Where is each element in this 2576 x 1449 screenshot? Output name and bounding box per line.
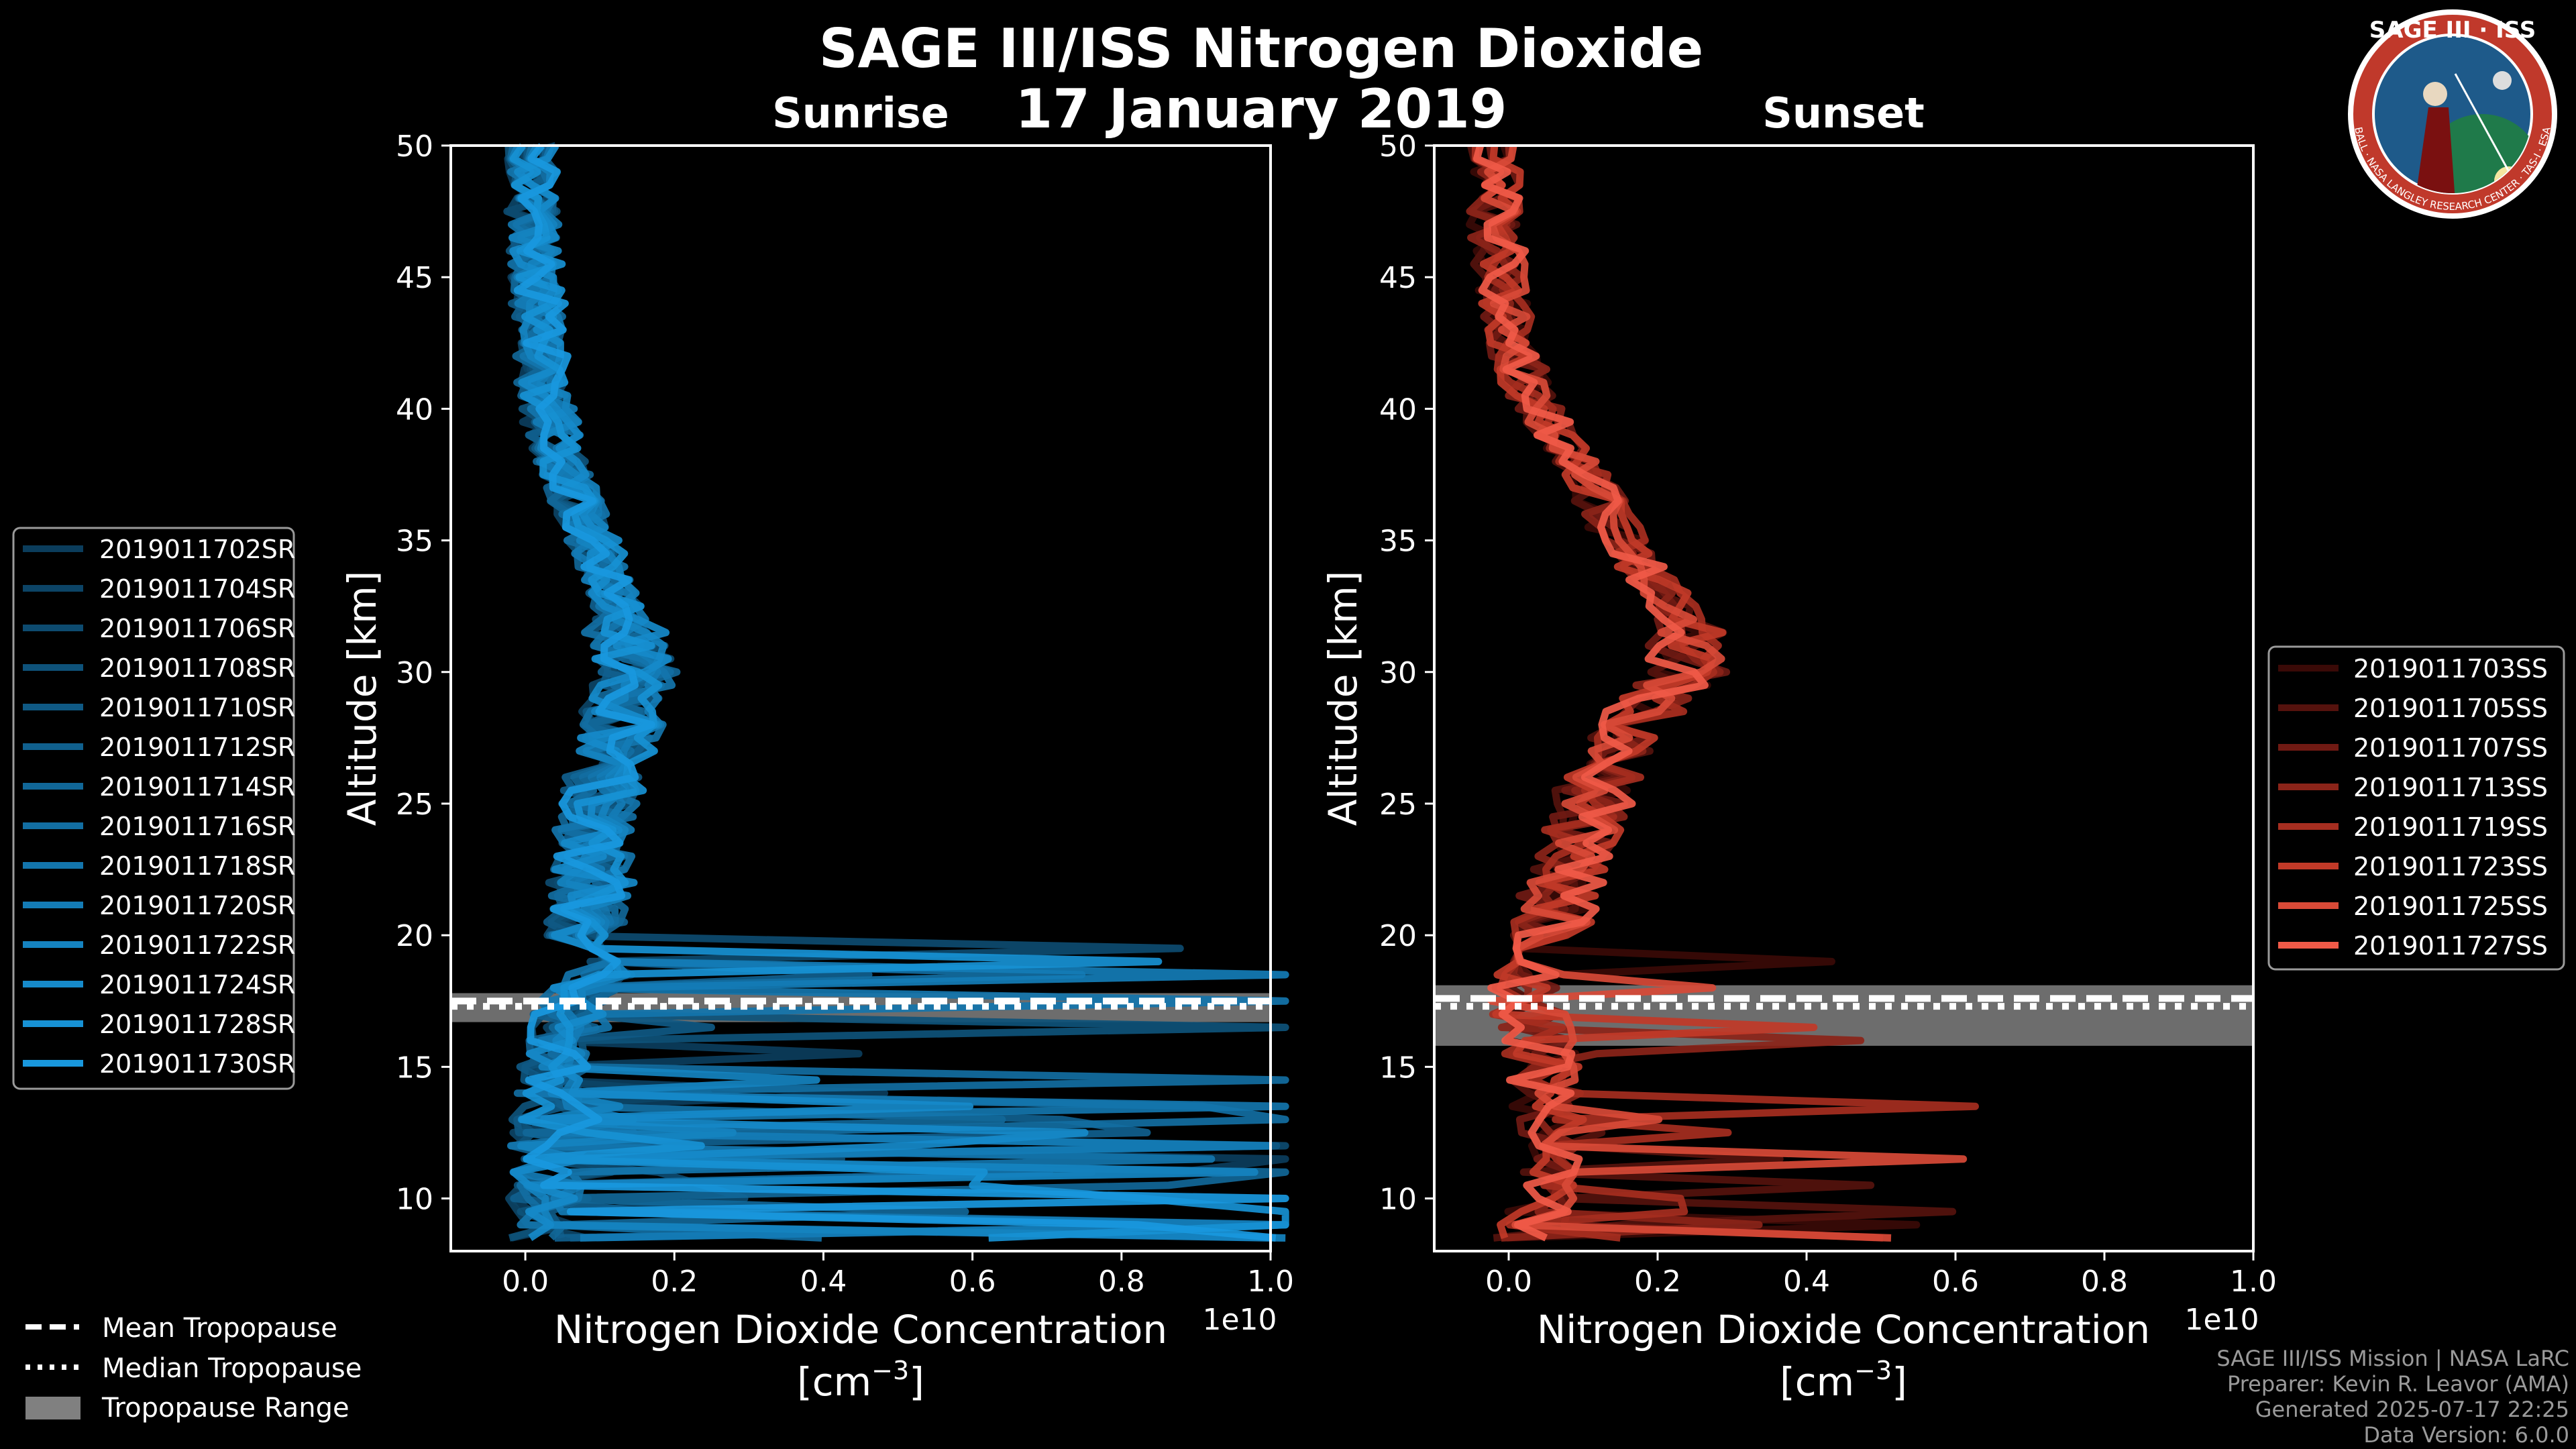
sunrise-y-tick-label: 10: [396, 1183, 433, 1217]
sunrise-legend-label-2019011712SR: 2019011712SR: [99, 733, 295, 762]
sunset-y-tick-label: 30: [1379, 656, 1417, 690]
sunrise-legend-label-2019011704SR: 2019011704SR: [99, 574, 295, 604]
sunset-plot-content: [1434, 144, 2253, 1242]
sunset-legend-label-2019011705SS: 2019011705SS: [2353, 694, 2548, 723]
logo-figure-robe: [2415, 107, 2455, 193]
sunset-legend-label-2019011727SS: 2019011727SS: [2353, 931, 2548, 961]
sunrise-x-tick-label: 1.0: [1247, 1265, 1294, 1299]
sunset-x-axis-unit: [cm−3]: [1780, 1356, 1907, 1405]
sunrise-panel: 0.0 0.2 0.4 0.6 0.8 1.0 10 15 20 25 30 35 40 45 50 Alt…: [339, 129, 1294, 1405]
credit-preparer: Preparer: Kevin R. Leavor (AMA): [2227, 1371, 2569, 1397]
sunrise-legend-label-2019011722SR: 2019011722SR: [99, 930, 295, 960]
tropopause-legend: Mean Tropopause Median Tropopause Tropop…: [25, 1313, 362, 1424]
sunrise-profile-2019011728SR: [509, 143, 1289, 1242]
credit-mission: SAGE III/ISS Mission | NASA LaRC: [2216, 1346, 2569, 1371]
sunrise-legend: 2019011702SR 2019011704SR 2019011706SR 2019…: [12, 527, 295, 1090]
sunrise-y-tick-label: 45: [396, 261, 433, 295]
sunrise-x-tick-label: 0.2: [651, 1265, 698, 1299]
median-tropopause-label: Median Tropopause: [102, 1353, 362, 1384]
sunset-panel: 0.0 0.2 0.4 0.6 0.8 1.0 10 15 20 25 30 35 40 45 50 Alt…: [1320, 129, 2277, 1405]
sunset-axes-frame: [1433, 144, 2255, 1252]
sunset-legend-label-2019011713SS: 2019011713SS: [2353, 773, 2548, 802]
sunrise-legend-box: [12, 527, 295, 1090]
sunrise-legend-label-2019011714SR: 2019011714SR: [99, 772, 295, 802]
credits: SAGE III/ISS Mission | NASA LaRC Prepare…: [2216, 1346, 2569, 1448]
sunset-y-tick-label: 35: [1379, 525, 1417, 559]
sunrise-x-tick-label: 0.4: [800, 1265, 847, 1299]
sunrise-x-scale-label: 1e10: [1202, 1303, 1277, 1337]
sunrise-x-axis-unit: [cm−3]: [797, 1356, 924, 1405]
logo-title: SAGE III · ISS: [2369, 17, 2536, 44]
sunset-legend-box: [2267, 645, 2565, 971]
sunset-legend-label-2019011707SS: 2019011707SS: [2353, 733, 2548, 763]
sunset-x-tick-label: 0.0: [1485, 1265, 1532, 1299]
sunset-x-tick-label: 0.8: [2081, 1265, 2128, 1299]
sunrise-x-tick-label: 0.0: [502, 1265, 549, 1299]
figure-date: 17 January 2019: [1016, 78, 1507, 140]
sunrise-legend-label-2019011730SR: 2019011730SR: [99, 1049, 295, 1079]
sunrise-legend-label-2019011716SR: 2019011716SR: [99, 812, 295, 841]
sunset-y-tick-label: 10: [1379, 1183, 1417, 1217]
sunset-legend-label-2019011703SS: 2019011703SS: [2353, 654, 2548, 684]
sunrise-y-tick-label: 40: [396, 392, 433, 427]
logo-beam: [2454, 73, 2514, 178]
sunset-x-scale-label: 1e10: [2184, 1303, 2259, 1337]
sunrise-x-axis-label: Nitrogen Dioxide Concentration: [554, 1307, 1167, 1352]
sunset-x-tick-label: 0.2: [1634, 1265, 1681, 1299]
sunrise-legend-label-2019011702SR: 2019011702SR: [99, 535, 295, 564]
sunrise-y-tick-label: 25: [396, 788, 433, 822]
sunset-y-tick-label: 15: [1379, 1051, 1417, 1085]
mean-tropopause-label: Mean Tropopause: [102, 1313, 337, 1344]
credit-generated: Generated 2025-07-17 22:25: [2255, 1397, 2569, 1422]
sunrise-y-tick-label: 35: [396, 525, 433, 559]
sunset-ticks: 0.0 0.2 0.4 0.6 0.8 1.0 10 15 20 25 30 35 40 45 50: [1379, 129, 2277, 1299]
sunrise-legend-label-2019011720SR: 2019011720SR: [99, 891, 295, 920]
logo-moon: [2493, 71, 2512, 90]
sunrise-y-tick-label: 50: [396, 129, 433, 164]
sunrise-y-tick-label: 20: [396, 919, 433, 953]
sunrise-ticks: 0.0 0.2 0.4 0.6 0.8 1.0 10 15 20 25 30 35 40 45 50: [396, 129, 1294, 1299]
sunrise-axes-frame: [449, 144, 1272, 1252]
credit-data-version: Data Version: 6.0.0: [2363, 1422, 2569, 1448]
logo-figure-head: [2423, 82, 2447, 106]
sunset-y-tick-label: 25: [1379, 788, 1417, 822]
figure-title: SAGE III/ISS Nitrogen Dioxide: [819, 17, 1703, 80]
sunrise-legend-label-2019011710SR: 2019011710SR: [99, 693, 295, 722]
sunset-legend-label-2019011719SS: 2019011719SS: [2353, 812, 2548, 842]
sunrise-y-axis-label: Altitude [km]: [339, 571, 385, 826]
sunset-legend-label-2019011723SS: 2019011723SS: [2353, 852, 2548, 881]
sunrise-legend-label-2019011706SR: 2019011706SR: [99, 614, 295, 643]
tropopause-range-label: Tropopause Range: [101, 1393, 350, 1424]
sunset-y-tick-label: 20: [1379, 919, 1417, 953]
sunrise-legend-label-2019011708SR: 2019011708SR: [99, 653, 295, 683]
sunrise-plot-content: [451, 142, 1289, 1242]
sunrise-legend-label-2019011728SR: 2019011728SR: [99, 1010, 295, 1039]
sunset-y-tick-label: 50: [1379, 129, 1417, 164]
sunrise-legend-label-2019011724SR: 2019011724SR: [99, 970, 295, 1000]
sunset-x-tick-label: 0.4: [1783, 1265, 1830, 1299]
sunset-panel-title: Sunset: [1762, 89, 1925, 138]
sunset-x-tick-label: 0.6: [1932, 1265, 1979, 1299]
sunset-profile-2019011727SS: [1472, 144, 1709, 1242]
sunrise-legend-label-2019011718SR: 2019011718SR: [99, 851, 295, 881]
tropopause-range-swatch: [25, 1397, 80, 1419]
sunset-y-tick-label: 40: [1379, 392, 1417, 427]
logo-earth: [2422, 114, 2532, 193]
sunset-profile-2019011723SS: [1478, 145, 1818, 1240]
sunrise-y-tick-label: 30: [396, 656, 433, 690]
sunset-legend-label-2019011725SS: 2019011725SS: [2353, 892, 2548, 921]
sunrise-x-tick-label: 0.8: [1098, 1265, 1145, 1299]
sunset-x-axis-label: Nitrogen Dioxide Concentration: [1537, 1307, 2150, 1352]
sunset-y-axis-label: Altitude [km]: [1320, 571, 1366, 826]
sunrise-x-tick-label: 0.6: [949, 1265, 996, 1299]
sunrise-y-tick-label: 15: [396, 1051, 433, 1085]
sunset-y-tick-label: 45: [1379, 261, 1417, 295]
sunset-x-tick-label: 1.0: [2230, 1265, 2277, 1299]
sunrise-profile-2019011730SR: [513, 143, 1289, 1242]
sunset-legend: 2019011703SS 2019011705SS 2019011707SS 2019…: [2267, 645, 2565, 971]
sunrise-panel-title: Sunrise: [772, 89, 949, 138]
